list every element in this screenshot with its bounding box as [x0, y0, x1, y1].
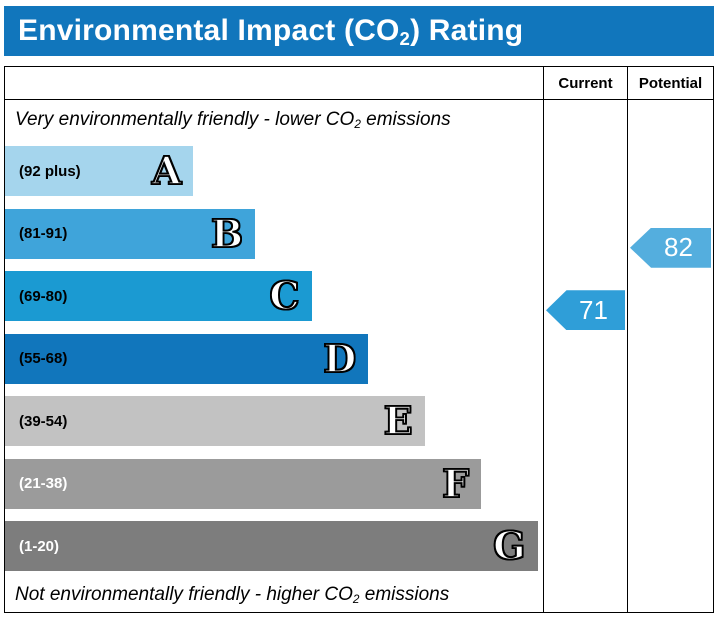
- band-letter: E: [383, 398, 414, 444]
- top-caption-text: Very environmentally friendly - lower CO…: [15, 109, 451, 132]
- band-row-e: (39-54) E: [5, 390, 543, 453]
- band-row-a: (92 plus) A: [5, 140, 543, 203]
- band-bar-b: (81-91) B: [5, 208, 256, 259]
- top-caption: Very environmentally friendly - lower CO…: [5, 100, 543, 140]
- rating-chart: Current Potential Very environmentally f…: [4, 66, 714, 613]
- chart-title-suffix: ) Rating: [410, 14, 524, 47]
- band-letter: B: [210, 210, 244, 256]
- band-range-label: (81-91): [19, 225, 68, 243]
- band-bar-a: (92 plus) A: [5, 146, 194, 197]
- bottom-caption-text: Not environmentally friendly - higher CO…: [15, 583, 450, 607]
- band-letter: A: [151, 148, 182, 194]
- band-bar-f: (21-38) F: [5, 458, 482, 509]
- band-range-label: (92 plus): [19, 162, 81, 180]
- potential-column: 82: [627, 100, 713, 612]
- band-letter: G: [492, 523, 526, 569]
- band-range-label: (21-38): [19, 475, 68, 493]
- current-rating-value: 71: [579, 294, 608, 325]
- band-row-g: (1-20) G: [5, 515, 543, 578]
- header-spacer: [5, 67, 543, 99]
- band-letter: C: [268, 273, 300, 319]
- band-range-label: (69-80): [19, 287, 68, 305]
- band-letter: F: [441, 460, 470, 506]
- band-bar-g: (1-20) G: [5, 521, 538, 572]
- chart-title-subscript: 2: [399, 28, 411, 50]
- band-range-label: (1-20): [19, 537, 60, 555]
- current-column: 71: [543, 100, 627, 612]
- current-rating-arrow: 71: [546, 290, 625, 331]
- bands-container: (92 plus) A (81-91) B (69-80) C (55-68) D (39-54…: [5, 140, 543, 578]
- chart-title-text: Environmental Impact (CO: [18, 14, 400, 47]
- band-bar-d: (55-68) D: [5, 333, 369, 384]
- potential-rating-arrow: 82: [630, 227, 711, 268]
- potential-rating-value: 82: [664, 232, 693, 263]
- band-row-c: (69-80) C: [5, 265, 543, 328]
- current-column-header: Current: [543, 67, 627, 99]
- band-row-d: (55-68) D: [5, 328, 543, 391]
- band-row-b: (81-91) B: [5, 203, 543, 266]
- band-range-label: (39-54): [19, 412, 68, 430]
- bottom-caption: Not environmentally friendly - higher CO…: [5, 578, 543, 613]
- bands-column: Very environmentally friendly - lower CO…: [5, 100, 543, 612]
- column-header-row: Current Potential: [5, 67, 713, 100]
- potential-column-header: Potential: [627, 67, 713, 99]
- band-bar-e: (39-54) E: [5, 396, 425, 447]
- band-row-f: (21-38) F: [5, 453, 543, 516]
- chart-title: Environmental Impact (CO2) Rating: [4, 6, 714, 56]
- band-letter: D: [322, 335, 357, 381]
- chart-body: Very environmentally friendly - lower CO…: [5, 100, 713, 612]
- band-bar-c: (69-80) C: [5, 271, 312, 322]
- band-range-label: (55-68): [19, 350, 68, 368]
